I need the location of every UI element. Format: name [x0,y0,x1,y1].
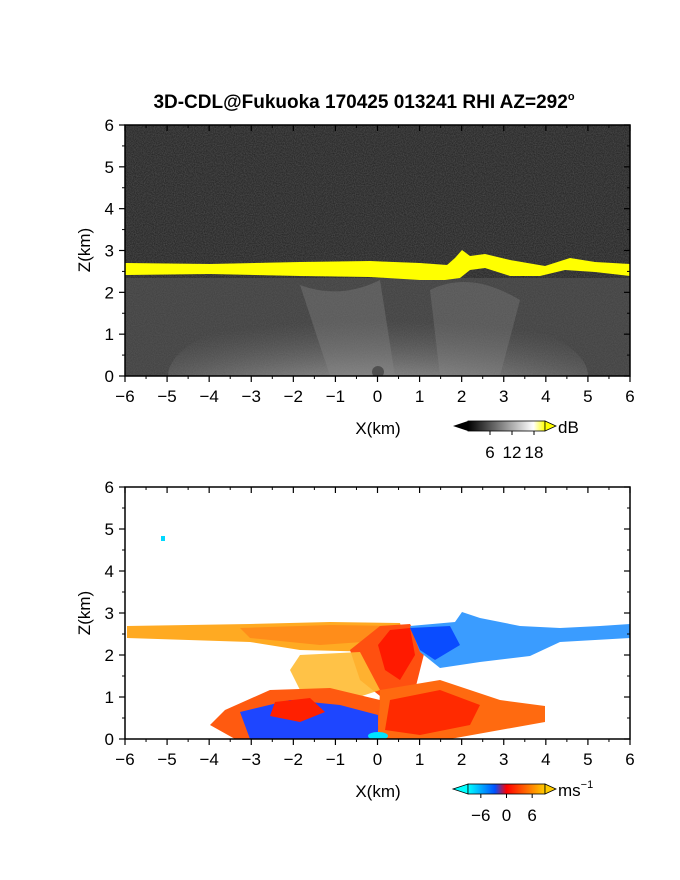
bottom-xlabel: X(km) [355,782,400,801]
y-tick-label: 4 [105,562,114,581]
top-plot-area [125,125,630,376]
origin-cyan [368,732,388,739]
colorbar-left-arrow [453,421,468,431]
x-tick-label: −4 [199,387,218,406]
cloud-layer-west-inner [240,625,395,645]
colorbar-gradient [467,783,546,795]
x-tick-label: −1 [326,387,345,406]
cloud-base-yellow [125,250,630,280]
x-tick-label: 5 [583,750,592,769]
near-range-fan [168,306,588,376]
x-tick-label: 3 [499,750,508,769]
cloud-layer-east-inner [410,626,460,660]
x-tick-label: 0 [373,387,382,406]
colorbar-tick-label: −6 [471,806,490,825]
colorbar-gradient [467,420,546,432]
colorbar-tick-label: 6 [485,443,494,462]
isolated-echo [161,536,165,541]
colorbar-tick-label: 18 [525,443,544,462]
x-tick-label: −4 [199,750,218,769]
y-tick-label: 2 [105,646,114,665]
backscatter-colorbar: dB 6 12 18 [453,418,579,462]
x-tick-label: 2 [457,750,466,769]
x-tick-label: −5 [157,387,176,406]
x-tick-label: −5 [157,750,176,769]
x-tick-label: 6 [625,750,634,769]
top-xlabel: X(km) [355,419,400,438]
colorbar-tick-label: 6 [527,806,536,825]
x-tick-label: −2 [284,750,303,769]
rain-shaft-east [430,282,520,376]
x-tick-label: −3 [242,387,261,406]
colorbar-ticks: −6 0 6 [471,794,537,825]
y-tick-label: 5 [105,158,114,177]
x-tick-label: −1 [326,750,345,769]
x-tick-label: −6 [115,750,134,769]
low-level-west-core [270,698,325,722]
top-ylabel: Z(km) [75,228,94,272]
x-tick-label: 1 [415,387,424,406]
y-tick-label: 0 [105,730,114,749]
colorbar-tick-label: 12 [503,443,522,462]
chart-title: 3D-CDL@Fukuoka 170425 013241 RHI AZ=292o [153,91,574,113]
rain-shaft-west [300,280,395,376]
x-tick-label: −6 [115,387,134,406]
colorbar-unit: ms−1 [558,779,593,800]
title-superscript: o [568,91,575,103]
x-tick-label: 3 [499,387,508,406]
x-tick-label: 2 [457,387,466,406]
low-level-east-core [385,690,480,735]
x-tick-label: 1 [415,750,424,769]
bottom-ylabel: Z(km) [75,591,94,635]
y-tick-label: 3 [105,242,114,261]
velocity-background [125,487,630,739]
y-tick-label: 3 [105,604,114,623]
y-tick-label: 6 [105,116,114,135]
y-tick-label: 0 [105,367,114,386]
radar-origin [372,366,384,376]
y-tick-label: 2 [105,283,114,302]
colorbar-right-arrow [544,783,557,795]
colorbar-ticks: 6 12 18 [485,431,543,462]
x-tick-label: 5 [583,387,592,406]
bottom-plot-area [125,487,630,739]
y-tick-label: 5 [105,520,114,539]
y-tick-label: 6 [105,478,114,497]
x-tick-label: 4 [541,387,550,406]
colorbar-right-arrow [544,420,557,432]
bottom-axes: −6 −5 −4 −3 −2 −1 0 1 2 3 4 5 6 0 1 2 3 4 5 6 [105,478,635,769]
x-tick-label: −2 [284,387,303,406]
cloud-layer-east [410,612,630,668]
mid-level-cloud [290,652,380,700]
colorbar-left-arrow [451,783,469,795]
top-panel: 3D-CDL@Fukuoka 170425 013241 RHI AZ=292o… [75,91,635,462]
velocity-colorbar: ms−1 −6 0 6 [451,779,593,825]
y-tick-label: 1 [105,688,114,707]
x-tick-label: 0 [373,750,382,769]
y-tick-label: 4 [105,200,114,219]
colorbar-tick-label: 0 [502,806,511,825]
top-axes: −6 −5 −4 −3 −2 −1 0 1 2 3 4 5 6 0 1 2 3 4 5 6 [105,116,635,406]
x-tick-label: 6 [625,387,634,406]
updraft-column-core [378,628,415,680]
x-tick-label: 4 [541,750,550,769]
colorbar-unit: dB [558,418,579,437]
y-tick-label: 1 [105,325,114,344]
x-tick-label: −3 [242,750,261,769]
